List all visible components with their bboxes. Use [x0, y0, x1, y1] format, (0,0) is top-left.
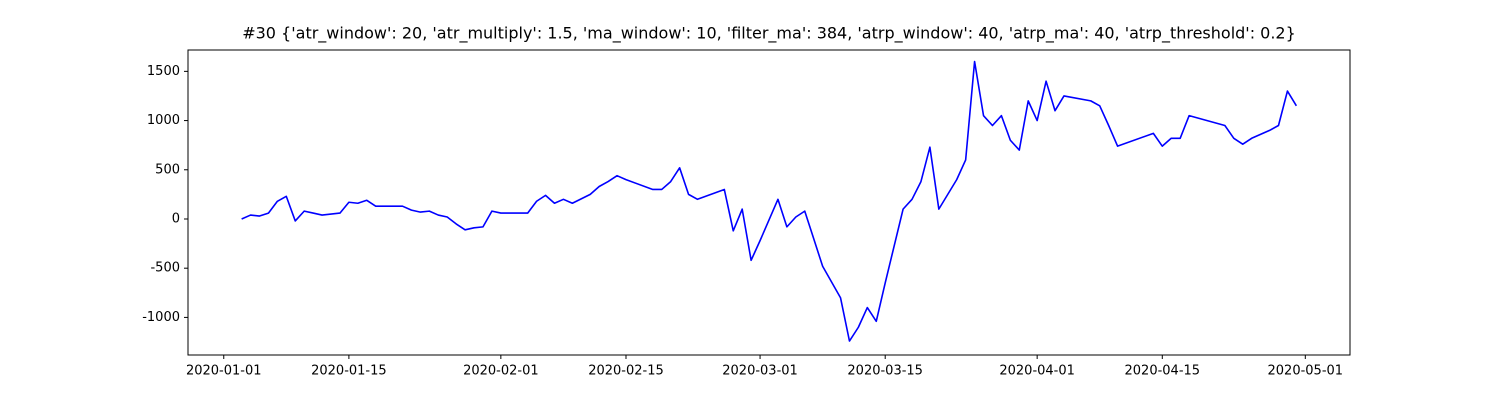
x-tick-label: 2020-03-15: [847, 364, 923, 379]
x-tick-label: 2020-05-01: [1268, 364, 1344, 379]
y-tick-label: 1000: [147, 113, 180, 128]
y-tick-label: -1000: [142, 310, 180, 325]
x-tick-label: 2020-03-01: [722, 364, 798, 379]
y-tick-label: 0: [172, 211, 180, 226]
x-tick-label: 2020-02-01: [463, 364, 539, 379]
x-tick-label: 2020-01-01: [186, 364, 262, 379]
y-tick-label: 500: [155, 162, 180, 177]
x-tick-label: 2020-04-15: [1125, 364, 1201, 379]
plot-frame: [187, 49, 1351, 356]
x-tick-label: 2020-04-01: [999, 364, 1075, 379]
y-tick-label: 1500: [147, 64, 180, 79]
y-tick-label: -500: [150, 261, 180, 276]
chart-title: #30 {'atr_window': 20, 'atr_multiply': 1…: [242, 24, 1296, 44]
x-tick-label: 2020-01-15: [311, 364, 387, 379]
data-line: [241, 60, 1298, 342]
x-tick-label: 2020-02-15: [588, 364, 664, 379]
